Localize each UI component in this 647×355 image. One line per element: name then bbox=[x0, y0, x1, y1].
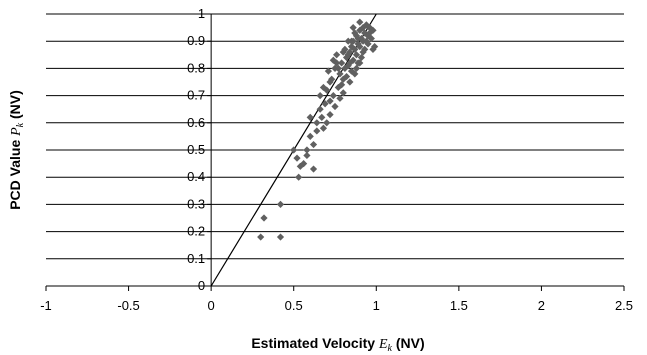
data-point bbox=[338, 81, 346, 89]
y-tick-label: 0.7 bbox=[187, 88, 205, 103]
x-tick-label: 0 bbox=[208, 298, 215, 313]
y-tick-label: 0.9 bbox=[187, 33, 205, 48]
y-axis-title: PCD Value Pk (NV) bbox=[7, 90, 26, 210]
data-point bbox=[356, 43, 364, 51]
data-point bbox=[367, 34, 375, 43]
data-point bbox=[319, 83, 328, 92]
data-point bbox=[309, 165, 318, 173]
data-point bbox=[326, 97, 334, 105]
x-axis-title: Estimated Velocity Ek (NV) bbox=[251, 335, 424, 354]
data-point bbox=[303, 151, 311, 160]
y-tick-label: 0.6 bbox=[187, 115, 205, 130]
data-point bbox=[366, 29, 374, 37]
data-point bbox=[359, 48, 367, 56]
data-point bbox=[326, 111, 334, 119]
data-point bbox=[357, 53, 366, 62]
data-point bbox=[316, 105, 324, 113]
gridlines bbox=[46, 13, 624, 260]
data-point bbox=[333, 51, 341, 59]
data-point bbox=[351, 70, 359, 78]
y-tick-label: 0.2 bbox=[187, 224, 205, 239]
data-point bbox=[260, 214, 268, 222]
y-tick-label: 0.5 bbox=[187, 142, 205, 157]
data-point bbox=[341, 45, 349, 53]
data-point bbox=[306, 132, 314, 140]
data-point bbox=[313, 119, 321, 127]
data-point bbox=[356, 59, 364, 67]
data-point bbox=[342, 72, 351, 81]
data-point bbox=[321, 100, 329, 108]
y-tick-label: 1 bbox=[198, 6, 205, 21]
data-point bbox=[313, 127, 321, 135]
y-tick-label: 0.4 bbox=[187, 169, 205, 184]
data-point bbox=[346, 78, 354, 86]
data-point bbox=[354, 34, 362, 43]
data-point bbox=[326, 78, 334, 86]
data-point bbox=[362, 37, 370, 45]
data-point bbox=[334, 64, 342, 72]
data-point bbox=[319, 124, 328, 132]
data-point bbox=[295, 173, 303, 181]
data-point bbox=[329, 92, 337, 100]
data-point bbox=[323, 119, 331, 127]
data-point bbox=[347, 37, 356, 45]
data-points bbox=[257, 18, 379, 241]
data-point bbox=[257, 233, 265, 241]
y-tick-label: 0.3 bbox=[187, 196, 205, 211]
data-point bbox=[346, 59, 354, 67]
data-point bbox=[336, 94, 344, 102]
data-point bbox=[276, 200, 285, 208]
y-tick-labels: 0 0.1 0.2 0.3 0.4 0.5 0.6 0.7 0.8 0.9 1 bbox=[187, 6, 205, 293]
data-point bbox=[351, 45, 359, 53]
x-tick-label: 1.5 bbox=[450, 298, 468, 313]
data-point bbox=[276, 233, 285, 241]
data-point bbox=[356, 18, 364, 26]
y-tick-label: 0.8 bbox=[187, 60, 205, 75]
data-point bbox=[306, 113, 314, 121]
data-point bbox=[329, 56, 337, 64]
axes bbox=[45, 13, 625, 291]
data-point bbox=[369, 45, 377, 53]
x-tick-label: 2 bbox=[538, 298, 545, 313]
data-point bbox=[349, 24, 357, 32]
data-point bbox=[293, 154, 301, 162]
data-point bbox=[316, 92, 324, 100]
data-point bbox=[300, 160, 308, 168]
x-tick-label: -0.5 bbox=[117, 298, 139, 313]
data-point bbox=[344, 51, 352, 59]
data-point bbox=[339, 89, 347, 97]
x-tick-label: 0.5 bbox=[285, 298, 303, 313]
data-point bbox=[324, 67, 332, 75]
data-point bbox=[309, 140, 318, 149]
y-tick-label: 0.1 bbox=[187, 251, 205, 266]
data-point bbox=[318, 113, 326, 121]
x-tick-label: -1 bbox=[40, 298, 52, 313]
x-tick-label: 1 bbox=[373, 298, 380, 313]
data-point bbox=[290, 146, 298, 154]
x-tick-labels: -1 -0.5 0 0.5 1 1.5 2 2.5 bbox=[40, 298, 633, 313]
data-point bbox=[352, 51, 361, 59]
data-point bbox=[331, 102, 339, 111]
data-point bbox=[338, 59, 346, 67]
data-point bbox=[336, 70, 344, 78]
data-point bbox=[351, 29, 359, 37]
data-point bbox=[303, 146, 311, 154]
y-tick-label: 0 bbox=[198, 278, 205, 293]
data-point bbox=[352, 64, 361, 72]
x-tick-label: 2.5 bbox=[615, 298, 633, 313]
